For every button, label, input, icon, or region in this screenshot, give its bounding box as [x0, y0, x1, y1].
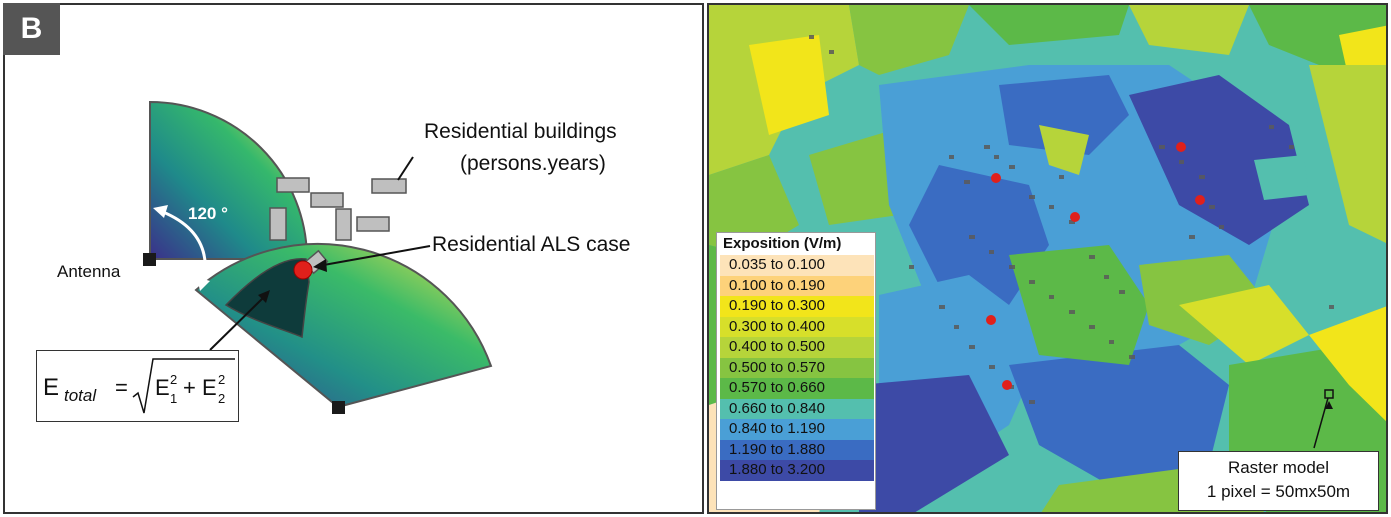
square-root-sign: [132, 358, 235, 414]
legend-item-label: 0.035 to 0.100: [729, 256, 825, 273]
total-exposure-formula: E total = E 2 1 + E 2 2: [43, 358, 235, 414]
formula-plus: +: [183, 375, 196, 400]
zone: [1129, 5, 1249, 55]
legend-item-label: 0.100 to 0.190: [729, 276, 825, 294]
antenna-marker-2: [332, 401, 345, 414]
legend-title: Exposition (V/m): [723, 235, 842, 252]
legend-item-label: 0.840 to 1.190: [729, 420, 825, 437]
legend-item-label: 0.500 to 0.570: [729, 358, 825, 376]
building: [335, 208, 352, 241]
building: [269, 207, 287, 241]
zone: [859, 375, 1009, 512]
antenna-marker-1: [143, 253, 156, 266]
antenna-schematic: [143, 100, 493, 414]
legend-item: 0.570 to 0.660: [720, 378, 874, 399]
label-buildings-unit: (persons.years): [460, 152, 606, 175]
leader-case-arrowhead: [313, 259, 327, 272]
legend-item-label: 0.660 to 0.840: [729, 399, 825, 417]
residential-buildings: [269, 177, 407, 275]
legend-item-label: 0.400 to 0.500: [729, 338, 825, 355]
formula-sub1: 1: [170, 391, 177, 406]
legend-item-label: 0.300 to 0.400: [729, 317, 825, 335]
angle-arc: [162, 210, 207, 283]
antenna-sector-1: [149, 100, 309, 260]
zone: [1129, 75, 1309, 245]
formula-e1: E: [155, 375, 170, 400]
building: [356, 216, 390, 232]
raster-leader: [1313, 397, 1329, 449]
leader-formula-arrowhead: [258, 290, 270, 303]
legend-item: 0.100 to 0.190: [720, 275, 874, 296]
legend-item: 0.500 to 0.570: [720, 357, 874, 378]
antenna-sector-2: [194, 242, 493, 409]
legend-item: 0.190 to 0.300: [720, 296, 874, 317]
als-case-dot: [1195, 195, 1205, 205]
legend-item: 0.035 to 0.100: [720, 255, 874, 276]
als-case-dot: [991, 173, 1001, 183]
formula-e2: E: [202, 375, 217, 400]
als-case-dot: [293, 260, 313, 280]
exposure-legend: Exposition (V/m) 0.035 to 0.100 0.100 to …: [716, 232, 876, 510]
building: [310, 192, 344, 208]
formula-sup1: 2: [170, 372, 177, 387]
zone: [1039, 125, 1089, 175]
label-buildings: Residential buildings: [424, 120, 617, 143]
leader-formula: [209, 295, 266, 351]
raster-pixel-marker: [1324, 389, 1334, 399]
leader-buildings: [397, 156, 414, 181]
als-case-dot: [1070, 212, 1080, 222]
legend-item-label: 1.880 to 3.200: [729, 461, 825, 478]
formula-box: E total = E 2 1 + E 2 2: [36, 350, 239, 422]
legend-item: 0.840 to 1.190: [720, 419, 874, 440]
zone: [1009, 345, 1229, 485]
label-als-case: Residential ALS case: [432, 233, 631, 256]
legend-item-label: 0.570 to 0.660: [729, 379, 825, 396]
zone: [1254, 155, 1309, 200]
legend-item: 0.400 to 0.500: [720, 337, 874, 358]
formula-equals: =: [115, 375, 128, 400]
zone: [1309, 65, 1386, 244]
formula-sub-total: total: [64, 386, 97, 405]
als-case-dot: [1176, 142, 1186, 152]
legend-item-label: 1.190 to 1.880: [729, 440, 825, 458]
legend-item: 0.660 to 0.840: [720, 398, 874, 419]
formula-e: E: [43, 374, 59, 401]
als-case-dot: [986, 315, 996, 325]
building: [276, 177, 310, 193]
zone: [749, 35, 829, 135]
raster-note-line2: 1 pixel = 50mx50m: [1206, 482, 1351, 501]
legend-item: 1.880 to 3.200: [720, 460, 874, 481]
zone: [1309, 306, 1386, 422]
angle-arrowhead-bottom: [197, 277, 210, 291]
zone: [969, 5, 1129, 45]
formula-sub2: 2: [218, 391, 225, 406]
formula-sup2: 2: [218, 372, 225, 387]
zone: [1179, 285, 1309, 365]
leader-case: [317, 245, 431, 267]
legend-item-label: 0.190 to 0.300: [729, 297, 825, 314]
panel-label-b: B: [3, 3, 60, 55]
als-case-dot: [1002, 380, 1012, 390]
angle-arrowhead-top: [153, 205, 168, 218]
zone: [999, 75, 1129, 155]
label-antenna: Antenna: [57, 262, 121, 281]
raster-model-note: Raster model 1 pixel = 50mx50m: [1178, 451, 1379, 511]
building-footprints: [809, 35, 1334, 404]
legend-item: 1.190 to 1.880: [720, 439, 874, 460]
legend-item: 0.300 to 0.400: [720, 316, 874, 337]
zone: [849, 5, 969, 75]
label-angle: 120 °: [188, 204, 228, 223]
raster-note-line1: Raster model: [1227, 458, 1330, 477]
zone: [1009, 245, 1149, 365]
zone: [709, 155, 799, 255]
raster-leader-arrowhead: [1325, 401, 1333, 409]
building: [371, 178, 407, 194]
